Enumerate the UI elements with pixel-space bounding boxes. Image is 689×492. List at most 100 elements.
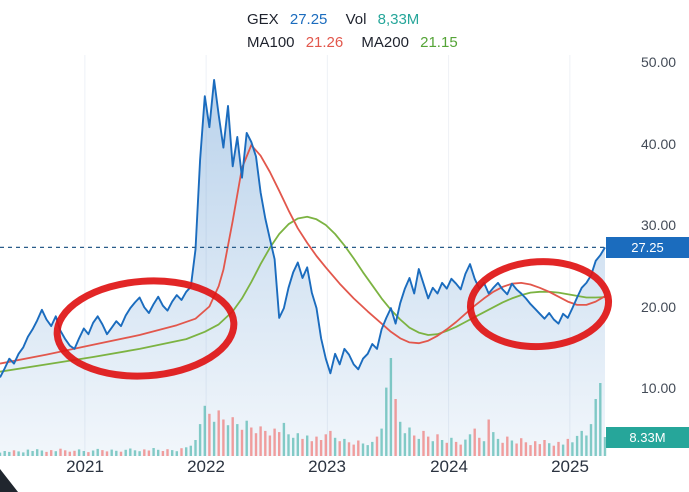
volume-bar	[454, 441, 458, 456]
volume-bar	[408, 427, 411, 456]
volume-bar	[212, 421, 216, 456]
volume-bar	[445, 442, 448, 456]
legend-row-ma: MA100 21.26 MA200 21.15	[247, 31, 465, 54]
ma100-label: MA100	[247, 34, 295, 51]
volume-bar	[440, 440, 444, 456]
volume-bar	[431, 441, 434, 456]
volume-bar	[36, 449, 39, 456]
volume-bar	[399, 421, 402, 456]
volume-bar	[8, 451, 11, 456]
volume-bar	[185, 447, 188, 456]
red-circle-annotations	[53, 258, 613, 380]
volume-bar	[501, 442, 504, 456]
volume-bar	[254, 433, 258, 456]
volume-bar	[64, 450, 67, 456]
volume-bar	[115, 450, 118, 456]
volume-bar	[12, 450, 16, 456]
volume-bar	[59, 448, 62, 456]
volume-bar	[380, 428, 383, 456]
price-axis-label: 20.00	[641, 299, 677, 315]
volume-bar	[264, 430, 267, 456]
volume-bar	[450, 437, 453, 456]
volume-bar	[473, 428, 476, 456]
volume-bar	[296, 433, 299, 456]
time-axis-label: 2023	[308, 457, 346, 476]
volume-bar	[87, 452, 90, 456]
price-area	[0, 79, 605, 457]
ma100-path	[0, 144, 606, 365]
volume-bar	[222, 419, 225, 456]
volume-bar	[366, 445, 369, 456]
price-axis-label: 30.00	[641, 217, 677, 233]
volume-bar	[324, 434, 327, 456]
volume-bar	[292, 437, 295, 456]
volume-bar	[482, 441, 486, 456]
price-path	[0, 78, 606, 378]
volume-bar	[68, 451, 71, 456]
volume-bar	[589, 424, 593, 456]
volume-bar	[594, 399, 597, 456]
volume-bar	[515, 443, 518, 456]
volume-label: Vol	[345, 11, 367, 28]
chart-legend: GEX 27.25 Vol 8,33M MA100 21.26 MA200 21…	[247, 8, 465, 54]
volume-bar	[459, 444, 462, 456]
volume-bar	[520, 438, 523, 456]
volume-bar	[133, 450, 137, 456]
volume-bar	[413, 435, 416, 456]
volume-bar	[278, 432, 281, 456]
annotation-ellipse	[466, 258, 613, 351]
volume-bar	[394, 399, 397, 456]
volume-bar	[319, 440, 323, 456]
volume-bar	[371, 441, 374, 456]
volume-bar	[585, 435, 588, 456]
last-price-value: 27.25	[289, 11, 328, 28]
volume-bar	[403, 433, 407, 456]
volume-bar	[50, 450, 53, 456]
volume-bar	[40, 450, 44, 456]
volume-bar	[101, 450, 104, 456]
price-area-fill	[0, 79, 605, 457]
volume-bar	[422, 430, 425, 456]
volume-bar	[329, 430, 332, 456]
volume-bar	[91, 450, 95, 456]
volume-bar	[603, 437, 607, 456]
price-axis-label: 40.00	[641, 136, 677, 152]
volume-bar	[171, 450, 174, 456]
volume-bar	[105, 451, 109, 456]
volume-value: 8,33M	[377, 11, 420, 28]
volume-bar	[250, 427, 253, 456]
volume-bar	[161, 451, 165, 456]
volume-bar	[468, 434, 472, 456]
volume-bars	[0, 358, 607, 456]
volume-bar	[534, 441, 537, 456]
volume-bar	[575, 435, 579, 456]
ticker-symbol: GEX	[247, 11, 279, 28]
volume-bar	[129, 448, 132, 456]
volume-bar	[347, 442, 351, 456]
volume-bar	[543, 440, 546, 456]
price-axis-label: 10.00	[641, 380, 677, 396]
volume-bar	[119, 451, 123, 456]
volume-bar	[301, 438, 304, 456]
volume-bar	[3, 451, 6, 456]
volume-bar	[96, 448, 99, 456]
volume-bar	[427, 436, 430, 456]
volume-bar	[315, 436, 318, 456]
volume-bar	[175, 451, 178, 456]
volume-bar	[506, 436, 509, 456]
volume-bar	[268, 435, 272, 456]
legend-row-main: GEX 27.25 Vol 8,33M	[247, 8, 465, 31]
volume-bar	[566, 438, 569, 456]
time-axis-label: 2024	[430, 457, 468, 476]
volume-bar	[599, 383, 602, 456]
volume-bar	[189, 445, 192, 456]
volume-bar	[417, 438, 420, 456]
volume-bar	[138, 451, 141, 456]
volume-bar	[147, 450, 151, 456]
ma200-line	[0, 215, 606, 373]
volume-bar	[236, 424, 239, 456]
current-volume-axis-tag: 8.33M	[606, 427, 689, 448]
volume-bar	[54, 451, 57, 456]
